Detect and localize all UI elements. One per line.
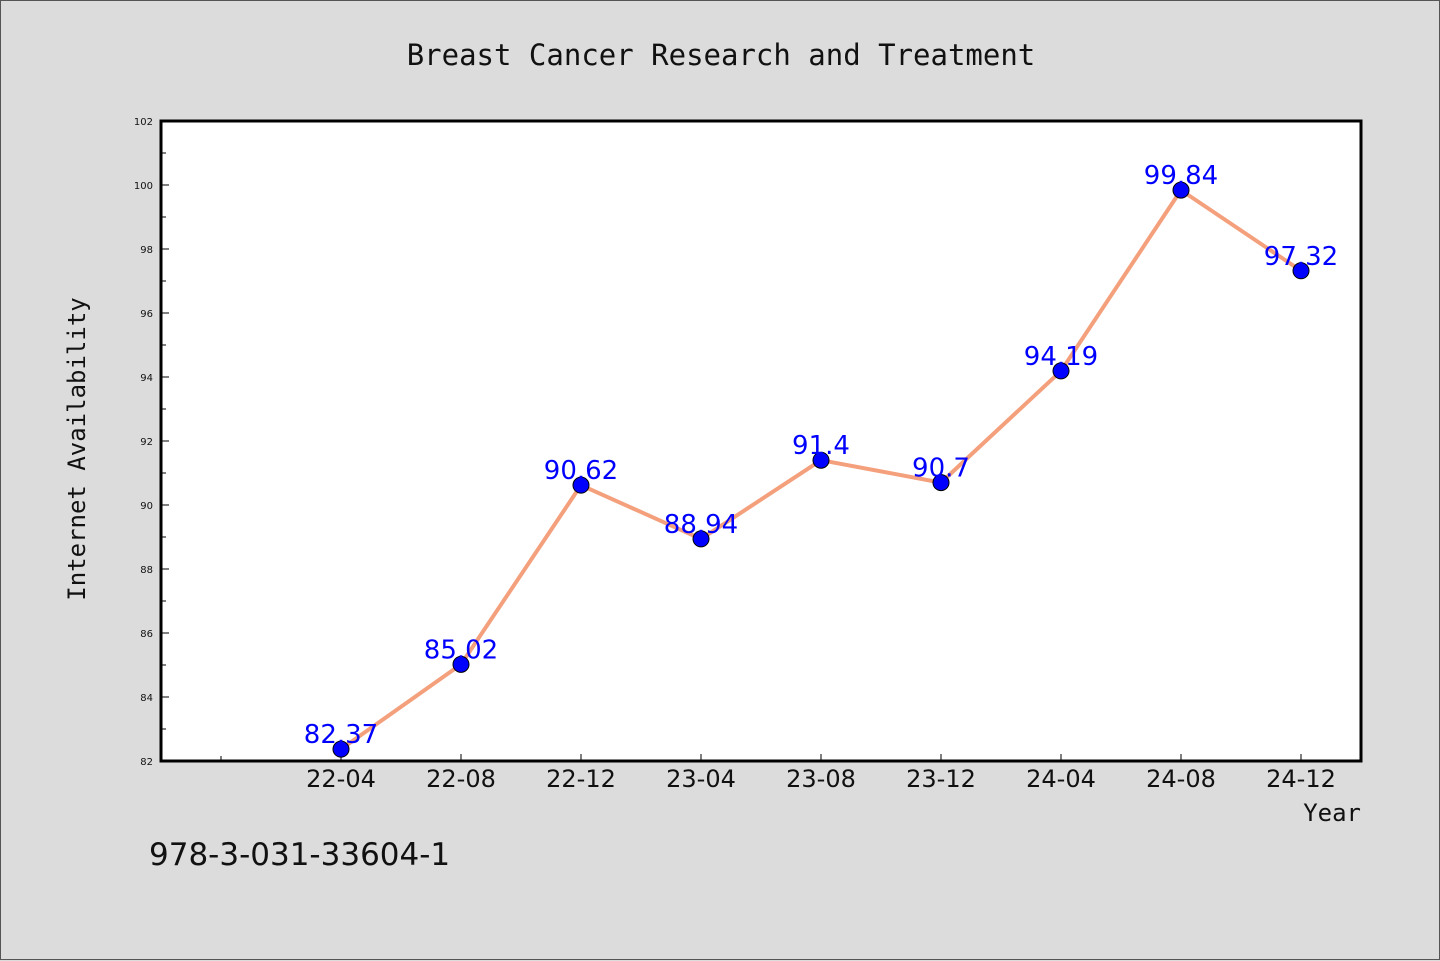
chart-title: Breast Cancer Research and Treatment [407, 38, 1036, 72]
data-point [452, 655, 470, 673]
y-tick-label: 82 [140, 757, 153, 768]
data-point [1172, 181, 1190, 199]
y-tick-label: 86 [140, 629, 153, 640]
data-label: 94.19 [1024, 342, 1098, 372]
y-tick-label: 84 [140, 693, 153, 704]
x-tick-label: 24-04 [1026, 765, 1096, 793]
data-label: 88.94 [664, 510, 738, 540]
data-label: 90.7 [912, 454, 970, 484]
data-point [812, 451, 830, 469]
x-tick-label: 22-12 [546, 765, 616, 793]
data-point [932, 474, 950, 492]
x-tick-label: 23-12 [906, 765, 976, 793]
data-point [332, 740, 350, 758]
x-axis-label: Year [1303, 799, 1361, 827]
data-point [1292, 262, 1310, 280]
y-axis: 82 84 86 88 90 92 94 96 98 100 102 [134, 117, 169, 768]
data-label: 85.02 [424, 635, 498, 665]
x-tick-label: 23-04 [666, 765, 736, 793]
y-axis-label: Internet Availability [63, 297, 91, 600]
data-label: 90.62 [544, 456, 618, 486]
y-tick-label: 88 [140, 565, 153, 576]
data-label: 97.32 [1264, 242, 1338, 272]
x-tick-label: 22-08 [426, 765, 496, 793]
series [332, 181, 1310, 758]
x-tick-label: 24-12 [1266, 765, 1336, 793]
y-tick-label: 96 [140, 309, 153, 320]
data-point [1052, 362, 1070, 380]
x-tick-label: 22-04 [306, 765, 376, 793]
x-tick-label: 24-08 [1146, 765, 1216, 793]
data-label: 99.84 [1144, 161, 1218, 191]
y-tick-label: 98 [140, 245, 153, 256]
x-axis: 22-04 22-08 22-12 23-04 23-08 23-12 24-04 24-08… [220, 754, 1336, 793]
data-point [572, 476, 590, 494]
y-tick-label: 100 [134, 181, 153, 192]
y-tick-label: 102 [134, 117, 153, 128]
y-tick-label: 90 [140, 501, 153, 512]
footer-isbn: 978-3-031-33604-1 [149, 837, 450, 873]
data-labels: 82.37 85.02 90.62 88.94 91.4 90.7 94.19 99.84 97… [304, 161, 1338, 750]
data-label: 82.37 [304, 720, 378, 750]
y-tick-label: 92 [140, 437, 153, 448]
data-point [692, 530, 710, 548]
x-tick-label: 23-08 [786, 765, 856, 793]
y-tick-label: 94 [140, 373, 153, 384]
data-label: 91.4 [792, 431, 850, 461]
plot-area [159, 119, 1363, 763]
